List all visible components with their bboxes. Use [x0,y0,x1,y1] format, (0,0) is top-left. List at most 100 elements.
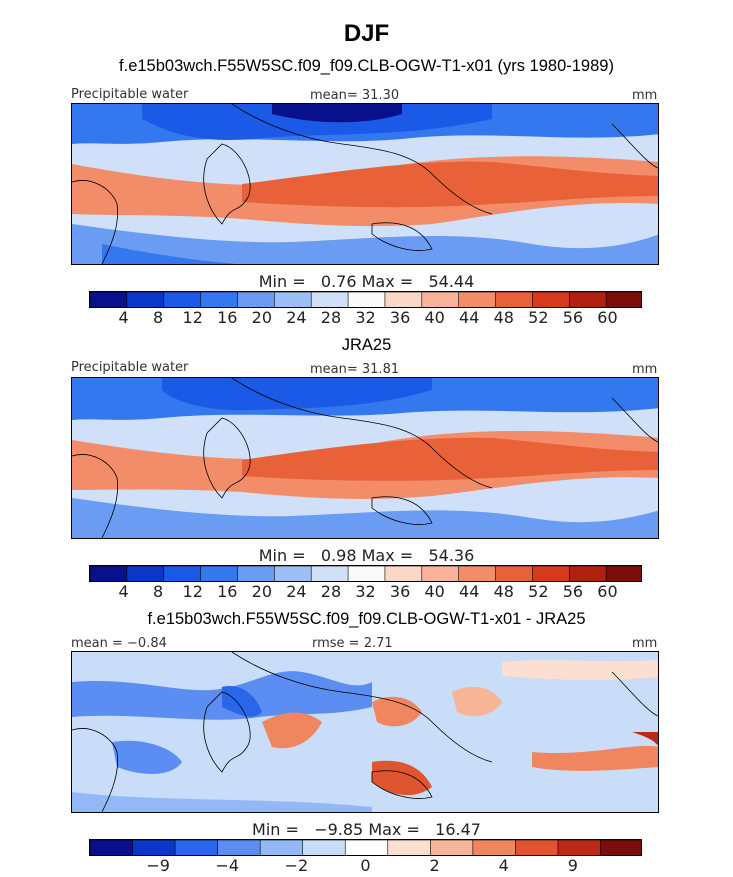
colorbar-swatch [421,292,460,307]
diff-mean-label: mean = −0.84 [71,636,167,651]
colorbar-tick-label: 4 [118,308,129,327]
colorbar-tick-label: 56 [562,582,584,601]
colorbar-tick-label: 12 [182,582,203,601]
colorbar-swatch [126,566,165,581]
colorbar-swatch [274,566,313,581]
colorbar-tick-label: 4 [118,582,129,601]
colorbar-tick-label: 24 [286,582,307,601]
colorbar-swatch [90,292,128,307]
colorbar-swatch [568,292,607,307]
colorbar-tick-label: 8 [153,582,164,601]
colorbar-swatch [310,292,349,307]
colorbar-swatch [274,292,313,307]
minmax-obs: Min = 0.98 Max = 54.36 [258,546,475,565]
colorbar-swatch [174,840,219,855]
colorbar-tick-label: −4 [215,856,240,875]
colorbar-swatch [384,566,423,581]
colorbar-swatch [458,292,497,307]
colorbar-swatch [430,840,474,855]
colorbar-obs [89,565,642,582]
colorbar-tick-label: 8 [153,308,164,327]
colorbar-tick-label: 16 [217,582,238,601]
colorbar-tick-label: 28 [320,308,342,327]
colorbar-swatch [557,840,602,855]
units-label: mm [632,636,658,651]
colorbar-tick-label: 60 [597,308,618,327]
colorbar-swatch [495,566,534,581]
colorbar-tick-label: 9 [567,856,578,875]
colorbar-swatch [515,840,559,855]
colorbar-tick-label: 32 [355,582,376,601]
colorbar-swatch [605,566,641,581]
colorbar-swatch [600,840,641,855]
colorbar-tick-label: −9 [146,856,170,875]
colorbar-tick-label: 20 [251,582,272,601]
colorbar-swatch [237,292,276,307]
colorbar-tick-label: 28 [320,582,342,601]
colorbar-tick-label: 44 [459,308,480,327]
colorbar-tick-label: −2 [284,856,309,875]
colorbar-tick-label: 4 [498,856,509,875]
colorbar-model [89,291,642,308]
colorbar-swatch [237,566,276,581]
colorbar-swatch [310,566,349,581]
colorbar-swatch [387,840,432,855]
colorbar-swatch [421,566,460,581]
map-model [71,103,659,265]
rmse-label: rmse = 2.71 [312,636,393,651]
units-label: mm [632,362,658,377]
colorbar-tick-label: 12 [182,308,203,327]
colorbar-diff [89,839,642,856]
colorbar-swatch [163,566,202,581]
variable-label: Precipitable water [71,360,189,375]
colorbar-swatch [384,292,423,307]
colorbar-ticks-obs: 4 8 12 16 20 24 28 32 36 40 44 48 52 56 60 [0,582,733,602]
colorbar-tick-label: 52 [528,582,549,601]
colorbar-swatch [495,292,534,307]
colorbar-swatch [200,566,239,581]
map-diff [71,651,659,813]
colorbar-swatch [532,566,571,581]
colorbar-tick-label: 56 [562,308,584,327]
colorbar-swatch [90,566,128,581]
colorbar-swatch [605,292,641,307]
colorbar-swatch [259,840,304,855]
colorbar-swatch [568,566,607,581]
page-title: DJF [343,20,390,47]
colorbar-tick-label: 0 [360,856,371,875]
colorbar-swatch [347,292,386,307]
colorbar-swatch [126,292,165,307]
colorbar-tick-label: 52 [528,308,549,327]
colorbar-tick-label: 40 [424,308,445,327]
colorbar-tick-label: 60 [597,582,618,601]
units-label: mm [632,88,658,103]
colorbar-ticks-model: 4 8 12 16 20 24 28 32 36 40 44 48 52 56 60 [0,308,733,328]
colorbar-tick-label: 36 [389,582,411,601]
panel-title-diff: f.e15b03wch.F55W5SC.f09_f09.CLB-OGW-T1-x… [147,610,586,628]
colorbar-tick-label: 40 [424,582,445,601]
colorbar-swatch [472,840,517,855]
colorbar-tick-label: 48 [493,308,514,327]
colorbar-swatch [347,566,386,581]
colorbar-tick-label: 32 [355,308,376,327]
colorbar-tick-label: 48 [493,582,514,601]
colorbar-tick-label: 24 [286,308,307,327]
variable-label: Precipitable water [71,87,189,102]
minmax-diff: Min = −9.85 Max = 16.47 [252,820,481,839]
colorbar-swatch [458,566,497,581]
colorbar-swatch [302,840,347,855]
colorbar-swatch [90,840,134,855]
colorbar-tick-label: 36 [389,308,411,327]
colorbar-swatch [200,292,239,307]
minmax-model: Min = 0.76 Max = 54.44 [258,272,475,291]
panel-title-model: f.e15b03wch.F55W5SC.f09_f09.CLB-OGW-T1-x… [119,57,614,75]
panel-title-obs: JRA25 [341,336,392,354]
mean-label: mean= 31.30 [310,88,400,103]
colorbar-ticks-diff: −9 −4 −2 0 2 4 9 [0,856,733,876]
colorbar-tick-label: 16 [217,308,238,327]
colorbar-swatch [163,292,202,307]
colorbar-tick-label: 44 [459,582,480,601]
colorbar-tick-label: 2 [429,856,440,875]
map-obs [71,377,659,539]
colorbar-swatch [217,840,261,855]
